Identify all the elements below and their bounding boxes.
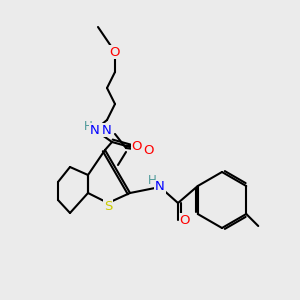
Text: O: O <box>180 214 190 226</box>
Text: H: H <box>148 173 156 187</box>
Text: S: S <box>104 200 112 212</box>
Text: O: O <box>143 143 153 157</box>
Text: H: H <box>84 121 92 134</box>
Text: H: H <box>94 124 102 136</box>
Text: N: N <box>155 181 165 194</box>
Text: N: N <box>102 124 112 136</box>
Text: O: O <box>110 46 120 59</box>
Text: O: O <box>132 140 142 154</box>
Text: N: N <box>90 124 100 136</box>
